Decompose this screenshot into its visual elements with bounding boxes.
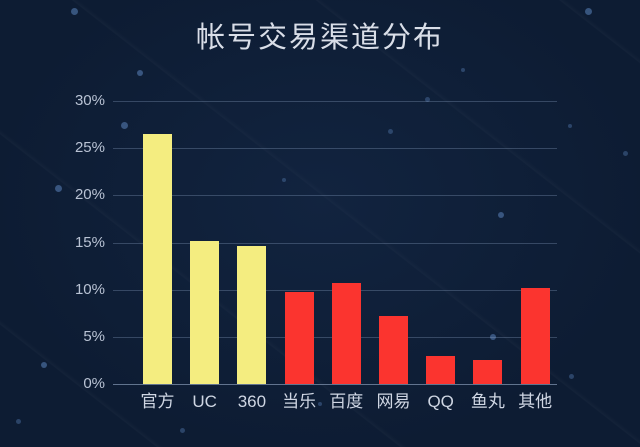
x-tick-label: 网易 [376, 392, 411, 411]
y-tick-label-text: 10% [74, 280, 105, 298]
gridline [113, 148, 557, 150]
y-tick-label-text: 20% [74, 186, 105, 204]
bar[interactable] [143, 134, 172, 384]
x-tick-label: 官方 [140, 392, 175, 411]
x-tick-label: 其他 [518, 392, 553, 411]
gridline [113, 384, 557, 385]
gridline [113, 242, 557, 244]
y-tick-label-text: 0% [83, 375, 105, 392]
y-tick-label-text: 30% [74, 92, 105, 109]
x-tick-label: QQ [427, 392, 454, 411]
bar[interactable] [331, 283, 361, 384]
x-tick-label: UC [192, 392, 217, 411]
bar[interactable] [237, 246, 267, 384]
bar[interactable] [520, 287, 550, 384]
x-tick-label: 鱼丸 [470, 392, 505, 411]
y-tick-label-text: 25% [74, 139, 105, 157]
gridline [113, 195, 557, 197]
bar[interactable] [473, 360, 503, 384]
x-tick-label: 360 [237, 392, 267, 411]
bar[interactable] [379, 316, 408, 384]
x-tick-label: 当乐 [282, 392, 317, 411]
bar[interactable] [284, 291, 314, 384]
y-tick-label-text: 15% [74, 233, 105, 251]
y-tick-label-text: 5% [83, 327, 105, 345]
gridline [113, 101, 557, 102]
bar[interactable] [190, 240, 220, 384]
chart-title: 帐号交易渠道分布 [195, 22, 444, 54]
bar[interactable] [426, 355, 456, 384]
x-tick-label: 百度 [329, 392, 364, 411]
